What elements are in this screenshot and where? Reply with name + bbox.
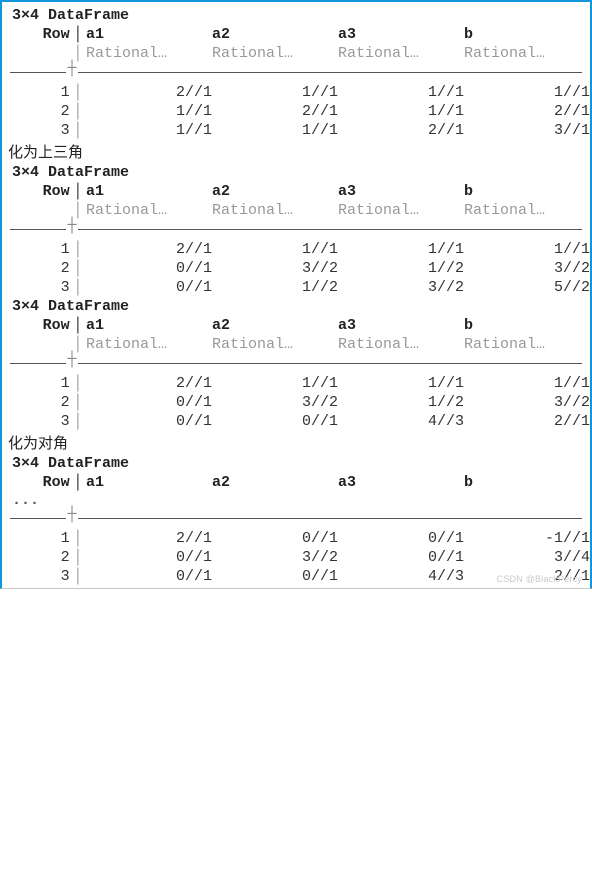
col-header-b: b xyxy=(464,25,590,44)
output-frame: 3×4 DataFrame Row │ a1 a2 a3 b │ Rationa… xyxy=(0,0,592,589)
note-diagonal: 化为对角 xyxy=(2,431,590,454)
df-title: 3×4 DataFrame xyxy=(2,163,590,182)
dataframe-table-2: Row │ a1 a2 a3 b │ Rational… Rational… R… xyxy=(2,182,590,220)
table-rule: ┼ xyxy=(10,356,582,370)
type-label: Rational… xyxy=(86,44,212,63)
cell: 1//1 xyxy=(212,83,338,102)
table-header-row: Row │ a1 a2 a3 b xyxy=(2,182,590,201)
cell: 1//1 xyxy=(464,83,590,102)
df-title: 3×4 DataFrame xyxy=(2,297,590,316)
table-row: 2│ 0//13//20//13//4 xyxy=(2,548,590,567)
table-row: 1│ 2//10//10//1-1//1 xyxy=(2,529,590,548)
watermark-text: CSDN @BlackPercy xyxy=(497,574,582,584)
table-type-row: │ Rational… Rational… Rational… Rational… xyxy=(2,201,590,220)
col-header-a2: a2 xyxy=(212,25,338,44)
table-row: 2│ 0//13//21//23//2 xyxy=(2,259,590,278)
dataframe-body-1: 1 │ 2//1 1//1 1//1 1//1 2 │ 1//1 2//1 1/… xyxy=(2,83,590,140)
table-type-row: │ Rational…Rational…Rational…Rational… xyxy=(2,335,590,354)
table-header-row: Row│ a1a2a3b xyxy=(2,473,590,492)
table-type-row: │ Rational… Rational… Rational… Rational… xyxy=(2,44,590,63)
df-title: 3×4 DataFrame xyxy=(2,6,590,25)
table-row: 1│ 2//11//11//11//1 xyxy=(2,374,590,393)
dataframe-table-1: Row │ a1 a2 a3 b │ Rational… Rational… R… xyxy=(2,25,590,63)
table-rule: ┼ xyxy=(10,511,582,525)
table-rule: ┼ xyxy=(10,65,582,79)
table-header-row: Row │ a1 a2 a3 b xyxy=(2,25,590,44)
table-row: 1│ 2//11//11//11//1 xyxy=(2,240,590,259)
dataframe-table-4: Row│ a1a2a3b xyxy=(2,473,590,492)
table-row: 2│ 0//13//21//23//2 xyxy=(2,393,590,412)
dataframe-body-3: 1│ 2//11//11//11//1 2│ 0//13//21//23//2 … xyxy=(2,374,590,431)
table-rule: ┼ xyxy=(10,222,582,236)
col-header-a3: a3 xyxy=(338,25,464,44)
table-row: 1 │ 2//1 1//1 1//1 1//1 xyxy=(2,83,590,102)
df-title: 3×4 DataFrame xyxy=(2,454,590,473)
cell: 1//1 xyxy=(338,83,464,102)
note-upper-triangular: 化为上三角 xyxy=(2,140,590,163)
table-row: 2 │ 1//1 2//1 1//1 2//1 xyxy=(2,102,590,121)
row-index: 2 xyxy=(2,102,70,121)
dataframe-body-2: 1│ 2//11//11//11//1 2│ 0//13//21//23//2 … xyxy=(2,240,590,297)
truncation-ellipsis: ... xyxy=(2,492,590,509)
col-header-a1: a1 xyxy=(86,25,212,44)
table-row: 3│ 0//10//14//32//1 xyxy=(2,412,590,431)
table-row: 3│ 0//11//23//25//2 xyxy=(2,278,590,297)
row-header: Row xyxy=(2,25,70,44)
table-row: 3 │ 1//1 1//1 2//1 3//1 xyxy=(2,121,590,140)
dataframe-table-3: Row│ a1a2a3b │ Rational…Rational…Rationa… xyxy=(2,316,590,354)
row-index: 1 xyxy=(2,83,70,102)
row-index: 3 xyxy=(2,121,70,140)
cell: 2//1 xyxy=(86,83,212,102)
table-header-row: Row│ a1a2a3b xyxy=(2,316,590,335)
col-separator: │ xyxy=(70,25,86,44)
